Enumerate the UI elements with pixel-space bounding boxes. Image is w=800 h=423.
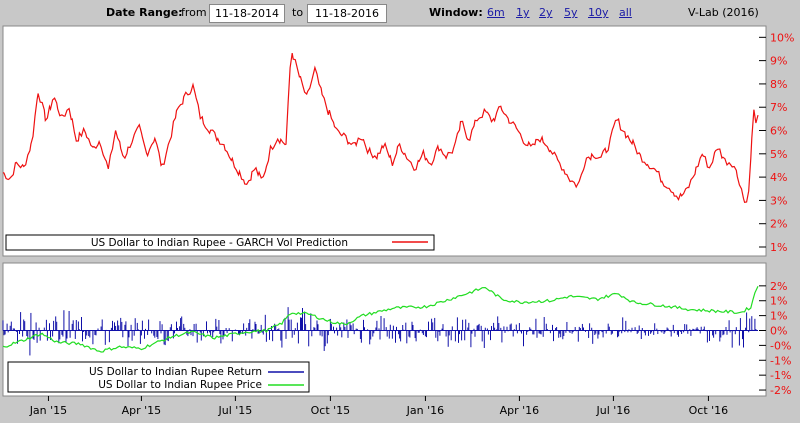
x-tick-label: Apr '15 — [122, 404, 162, 417]
x-tick-label: Oct '16 — [689, 404, 729, 417]
x-axis: Jan '15 Apr '15 Jul '15 Oct '15 Jan '16 Apr '… — [29, 396, 728, 417]
returns-y-tick-label: 1% — [770, 295, 787, 308]
vlab-credit: V-Lab (2016) — [688, 6, 759, 19]
window-2y-link[interactable]: 2y — [539, 6, 553, 19]
vol-y-axis: 1% 2% 3% 4% 5% 6% 7% 8% 9% 10% — [759, 31, 794, 254]
returns-y-tick-label: 0% — [770, 325, 787, 338]
returns-y-tick-label: -2% — [770, 384, 791, 397]
window-5y-link[interactable]: 5y — [564, 6, 578, 19]
date-range-label: Date Range: — [106, 6, 183, 19]
from-label: from — [181, 6, 207, 19]
vol-y-tick-label: 2% — [770, 218, 787, 231]
vol-legend-box — [5, 234, 435, 251]
vol-panel-frame — [2, 25, 767, 257]
to-date-input[interactable] — [307, 4, 387, 23]
x-tick-label: Jan '15 — [29, 404, 67, 417]
vol-y-tick-label: 9% — [770, 55, 787, 68]
x-tick-label: Oct '15 — [311, 404, 351, 417]
vol-y-tick-label: 1% — [770, 241, 787, 254]
to-label: to — [292, 6, 304, 19]
x-tick-label: Apr '16 — [500, 404, 540, 417]
price-series-line — [2, 285, 759, 353]
window-6m-link[interactable]: 6m — [487, 6, 505, 19]
window-label: Window: — [429, 6, 483, 19]
return-legend-label: US Dollar to Indian Rupee Return — [89, 366, 262, 378]
returns-y-tick-label: -0% — [770, 339, 791, 352]
vol-y-tick-label: 7% — [770, 101, 787, 114]
x-tick-label: Jan '16 — [406, 404, 444, 417]
returns-y-tick-label: 2% — [770, 280, 787, 293]
price-legend-label: US Dollar to Indian Rupee Price — [98, 379, 262, 391]
vol-legend: US Dollar to Indian Rupee - GARCH Vol Pr… — [5, 234, 435, 251]
returns-y-tick-label: 1% — [770, 310, 787, 323]
x-tick-label: Jul '15 — [217, 404, 252, 417]
vol-legend-label: US Dollar to Indian Rupee - GARCH Vol Pr… — [91, 237, 348, 249]
vol-y-tick-label: 10% — [770, 31, 794, 44]
vol-y-tick-label: 4% — [770, 171, 787, 184]
vol-y-tick-label: 6% — [770, 125, 787, 138]
from-date-input[interactable] — [209, 4, 285, 23]
vol-y-tick-label: 5% — [770, 148, 787, 161]
returns-legend-box — [7, 361, 310, 393]
returns-y-tick-label: -1% — [770, 369, 791, 382]
window-1y-link[interactable]: 1y — [516, 6, 530, 19]
window-all-link[interactable]: all — [619, 6, 632, 19]
window-10y-link[interactable]: 10y — [588, 6, 609, 19]
x-tick-label: Jul '16 — [596, 404, 631, 417]
vol-y-tick-label: 3% — [770, 194, 787, 207]
vol-series-line — [2, 53, 759, 203]
returns-y-axis: -2% -1% -1% -0%0% 1% 1% 2% — [759, 280, 791, 397]
returns-y-tick-label: -1% — [770, 354, 791, 367]
returns-legend: US Dollar to Indian Rupee Return US Doll… — [7, 361, 310, 393]
toolbar: Date Range: from to Window: 6m 1y 2y 5y … — [0, 0, 800, 26]
vol-y-tick-label: 8% — [770, 78, 787, 91]
